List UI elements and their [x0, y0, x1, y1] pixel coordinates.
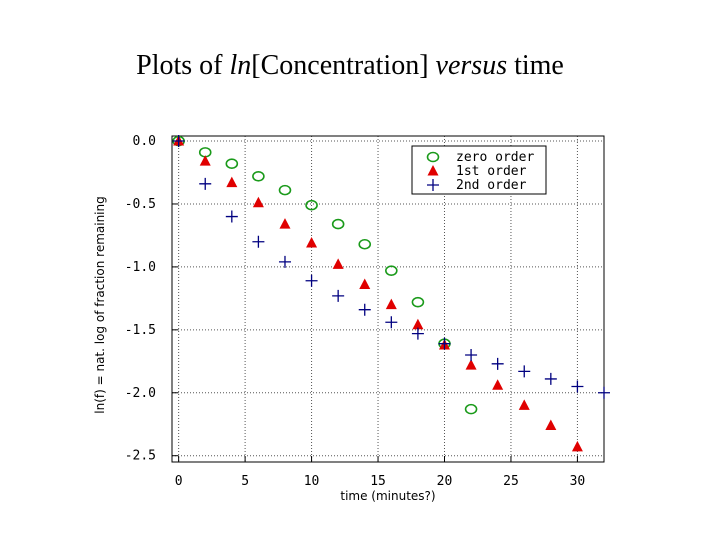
point-zero-order: [278, 184, 292, 196]
x-tick-label: 10: [304, 474, 320, 489]
page-title: Plots of ln[Concentration] versus time: [0, 50, 700, 82]
y-tick-label: -0.5: [125, 197, 156, 212]
point-1st-order: [199, 155, 211, 166]
data-points: [172, 135, 610, 452]
point-2nd-order: [172, 135, 185, 148]
title-part-2: ln: [229, 50, 252, 81]
point-1st-order: [332, 258, 344, 269]
point-1st-order: [252, 196, 264, 208]
point-1st-order: [306, 236, 318, 248]
point-2nd-order: [252, 235, 265, 248]
y-tick-label: -2.0: [125, 386, 156, 401]
y-tick-label: -2.5: [125, 449, 156, 464]
title-part-5: time: [507, 50, 564, 81]
legend-marker: [427, 179, 439, 191]
point-2nd-order: [465, 349, 478, 362]
point-zero-order: [385, 265, 398, 276]
plot-frame: [171, 135, 605, 463]
x-tick-label: 5: [241, 474, 249, 489]
axis-ticks: 0.0 -0.5 -1.0 -1.5 -2.0 -2.5 0 5 10 15 20 25 30: [125, 134, 586, 489]
title-part-3: [Concentration]: [251, 50, 436, 81]
x-axis-label: time (minutes?): [340, 489, 435, 503]
x-tick-label: 30: [570, 474, 586, 489]
point-2nd-order: [305, 274, 318, 287]
title-part-4: versus: [435, 50, 508, 81]
point-zero-order: [358, 238, 372, 250]
point-1st-order: [571, 440, 583, 452]
legend-marker: [426, 151, 440, 163]
point-2nd-order: [544, 372, 557, 385]
point-1st-order: [412, 318, 424, 330]
point-2nd-order: [385, 316, 398, 329]
point-1st-order: [545, 419, 557, 430]
x-tick-label: 0: [175, 474, 183, 489]
point-2nd-order: [571, 380, 584, 393]
legend-marker: [427, 165, 439, 176]
point-2nd-order: [278, 255, 291, 268]
y-tick-label: -1.0: [125, 260, 156, 275]
y-tick-label: 0.0: [133, 134, 156, 149]
point-2nd-order: [518, 365, 531, 378]
point-zero-order: [331, 218, 345, 230]
point-1st-order: [492, 379, 504, 390]
point-2nd-order: [199, 177, 212, 190]
point-2nd-order: [411, 327, 424, 340]
y-tick-label: -1.5: [125, 323, 156, 338]
point-2nd-order: [491, 357, 504, 370]
point-1st-order: [359, 278, 371, 290]
point-1st-order: [465, 359, 477, 370]
title-part-1: Plots of: [136, 50, 230, 81]
point-zero-order: [252, 170, 265, 182]
point-1st-order: [279, 218, 291, 229]
point-zero-order: [464, 403, 478, 415]
point-1st-order: [226, 176, 238, 188]
point-2nd-order: [598, 386, 610, 399]
point-1st-order: [518, 399, 530, 410]
x-tick-label: 20: [437, 474, 453, 489]
legend-entry: 1st order: [456, 164, 527, 179]
x-tick-label: 25: [503, 474, 519, 489]
legend-entry: 2nd order: [456, 178, 527, 193]
point-zero-order: [225, 158, 239, 169]
x-tick-label: 15: [370, 474, 386, 489]
y-axis-label: ln(f) = nat. log of fraction remaining: [93, 196, 107, 414]
point-2nd-order: [332, 289, 345, 302]
point-zero-order: [411, 296, 425, 308]
point-2nd-order: [438, 337, 451, 350]
point-2nd-order: [225, 210, 238, 223]
point-2nd-order: [358, 303, 371, 316]
legend-entry: zero order: [456, 150, 534, 165]
point-1st-order: [385, 298, 397, 310]
point-zero-order: [305, 199, 318, 211]
